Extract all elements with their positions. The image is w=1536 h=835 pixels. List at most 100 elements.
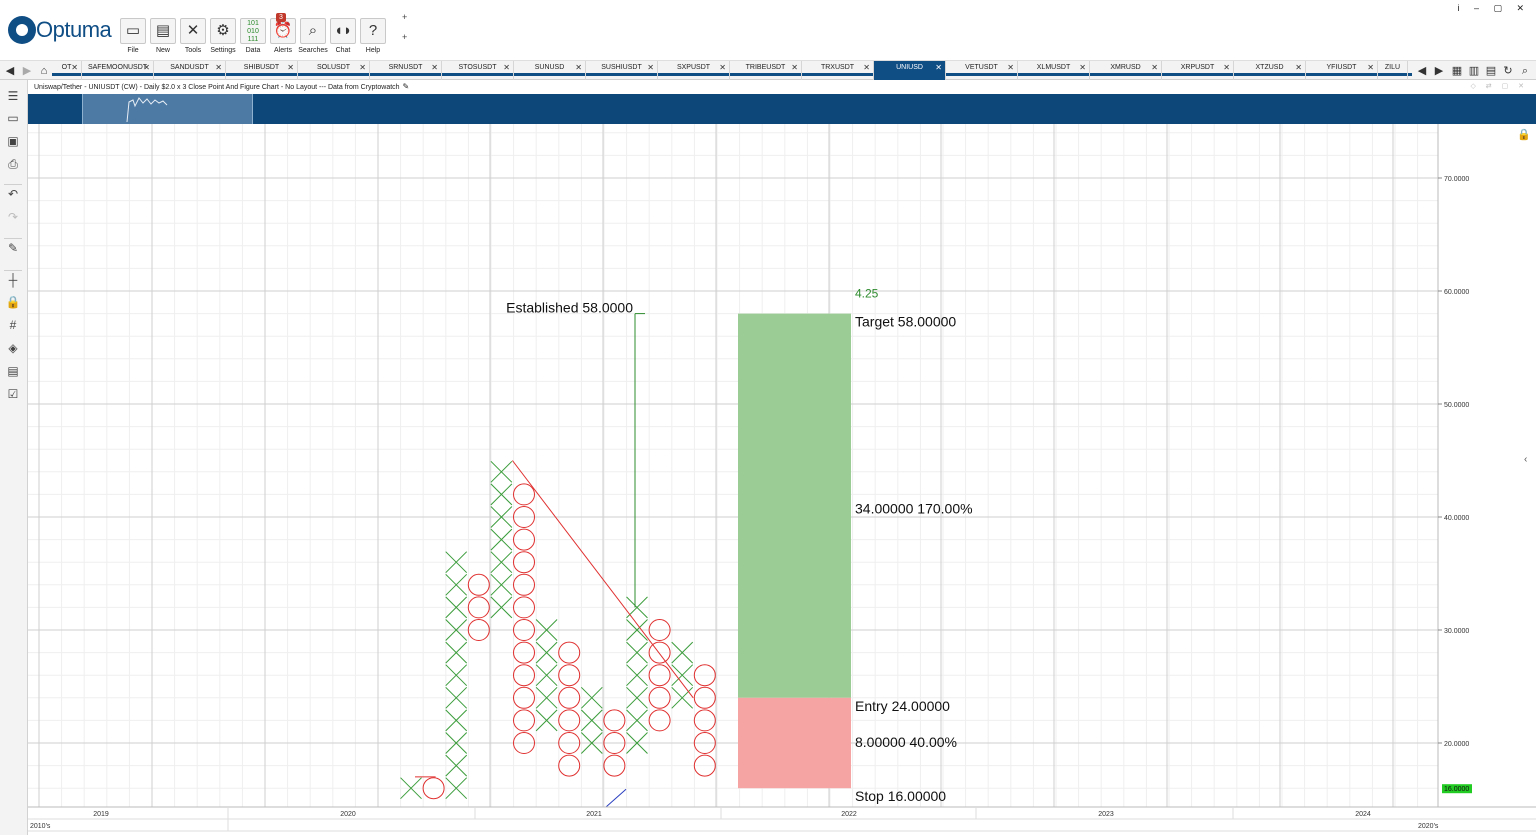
tab-sunusd[interactable]: SUNUSD ✕	[514, 61, 586, 80]
chart-canvas[interactable]: Established 58.0000 4.25 Target 58.00000 34…	[28, 124, 1536, 835]
lock-icon[interactable]: 🔒	[5, 295, 21, 309]
tab-xtzusd[interactable]: XTZUSD ✕	[1234, 61, 1306, 80]
tools-button-label: Tools	[184, 47, 202, 54]
x-mark-stroke	[671, 686, 694, 709]
searches-button[interactable]: ⌕ Searches	[298, 18, 328, 54]
add-toolbar-row-button[interactable]: +	[402, 12, 408, 22]
close-tab-icon[interactable]: ✕	[863, 63, 870, 72]
close-tab-icon[interactable]: ✕	[791, 63, 798, 72]
close-tab-icon[interactable]: ✕	[143, 63, 150, 72]
tab-trxusdt[interactable]: TRXUSDT ✕	[802, 61, 874, 80]
workbook-icon[interactable]: ☰	[7, 89, 19, 103]
o-mark	[603, 754, 626, 777]
chart-boxes	[738, 313, 851, 789]
save-icon[interactable]: ▣	[7, 134, 19, 148]
tab-solusdt[interactable]: SOLUSDT ✕	[298, 61, 370, 80]
add-toolbar-group-button[interactable]: +	[402, 32, 408, 42]
tab-zilu[interactable]: ZILU	[1378, 61, 1408, 80]
tabs-scroll-right-icon[interactable]: ▶	[1434, 65, 1444, 77]
data-button-label: Data	[245, 47, 261, 54]
x-mark	[490, 460, 513, 483]
settings-button[interactable]: ⚙ Settings	[209, 18, 237, 54]
close-tab-icon[interactable]: ✕	[1007, 63, 1014, 72]
tab-label: SRNUSDT	[388, 64, 423, 71]
print-icon[interactable]: ⎙	[8, 157, 18, 171]
tab-vetusdt[interactable]: VETUSDT ✕	[946, 61, 1018, 80]
close-tab-icon[interactable]: ✕	[1295, 63, 1302, 72]
edit-title-icon[interactable]: ✎	[402, 82, 410, 91]
grid-icon[interactable]: #	[9, 318, 17, 332]
tab-xmrusd[interactable]: XMRUSD ✕	[1090, 61, 1162, 80]
close-tab-icon[interactable]: ✕	[1223, 63, 1230, 72]
y-tick-label: 60.0000	[1444, 289, 1469, 296]
chart-navigator[interactable]	[28, 94, 1536, 124]
o-mark	[513, 709, 535, 732]
tab-sandusdt[interactable]: SANDUSDT ✕	[154, 61, 226, 80]
x-mark-stroke	[535, 709, 558, 732]
window-list-icon[interactable]: ▤	[1485, 65, 1497, 77]
chart-lock-icon[interactable]: 🔒	[1517, 128, 1531, 141]
tab-shibusdt[interactable]: SHIBUSDT ✕	[226, 61, 298, 80]
notes-icon[interactable]: ▤	[7, 364, 19, 378]
tab-uniusd[interactable]: UNIUSD ✕	[874, 61, 946, 80]
tab-sxpusdt[interactable]: SXPUSDT ✕	[658, 61, 730, 80]
open-folder-icon[interactable]: ▭	[7, 111, 19, 125]
close-tab-icon[interactable]: ✕	[719, 63, 726, 72]
tabs-scroll-left-icon[interactable]: ◀	[1417, 65, 1427, 77]
help-icon: ?	[360, 18, 386, 44]
close-tab-icon[interactable]: ✕	[359, 63, 366, 72]
tab-srnusdt[interactable]: SRNUSDT ✕	[370, 61, 442, 80]
crosshair-icon[interactable]: ┼	[4, 270, 22, 288]
checklist-icon[interactable]: ☑	[7, 387, 19, 401]
tab-xrpusdt[interactable]: XRPUSDT ✕	[1162, 61, 1234, 80]
close-tab-icon[interactable]: ✕	[935, 63, 942, 72]
y-tick-label: 70.0000	[1444, 176, 1469, 183]
close-tab-icon[interactable]: ✕	[1367, 63, 1374, 72]
tab-tribeusdt[interactable]: TRIBEUSDT ✕	[730, 61, 802, 80]
o-mark	[558, 686, 581, 709]
entry-label: Entry 24.00000	[855, 698, 950, 714]
close-tab-icon[interactable]: ✕	[647, 63, 654, 72]
tab-safemoonusdt[interactable]: SAFEMOONUSDT ✕	[82, 61, 154, 80]
chart-window-controls[interactable]: ◇ ⇄ ▢ ✕	[1470, 83, 1528, 90]
close-tab-icon[interactable]: ✕	[287, 63, 294, 72]
wrench-icon[interactable]: ✎	[4, 238, 22, 256]
point-and-figure-chart[interactable]: Established 58.0000 4.25 Target 58.00000 34…	[28, 124, 1536, 835]
alerts-button[interactable]: ⏰ 3 Alerts	[269, 13, 297, 54]
file-button[interactable]: ▭ File	[119, 18, 147, 54]
forward-arrow-icon[interactable]: ▶	[22, 65, 32, 77]
refresh-icon[interactable]: ↻	[1503, 65, 1513, 77]
layout-grid-icon[interactable]: ▦	[1451, 65, 1463, 77]
o-mark	[558, 732, 581, 754]
zoom-search-icon[interactable]: ⌕	[1521, 65, 1529, 77]
help-button[interactable]: ? Help	[359, 18, 387, 54]
close-tab-icon[interactable]: ✕	[215, 63, 222, 72]
tile-windows-icon[interactable]: ▥	[1468, 65, 1480, 77]
back-arrow-icon[interactable]: ◀	[5, 65, 15, 77]
redo-icon[interactable]: ↷	[7, 210, 19, 224]
close-tab-icon[interactable]: ✕	[575, 63, 582, 72]
close-tab-icon[interactable]: ✕	[431, 63, 438, 72]
window-controls[interactable]: i ‒ ▢ ✕	[1457, 3, 1530, 13]
target-zone	[738, 313, 851, 698]
tools-button[interactable]: ✕ Tools	[179, 18, 207, 54]
tab-sushiusdt[interactable]: SUSHIUSDT ✕	[586, 61, 658, 80]
home-icon[interactable]: ⌂	[40, 65, 48, 77]
close-tab-icon[interactable]: ✕	[1079, 63, 1086, 72]
undo-icon[interactable]: ↶	[4, 184, 22, 202]
x-decade-label: 2020's	[1418, 823, 1439, 830]
data-button[interactable]: 101 010 111 Data	[239, 18, 267, 54]
tab-ot[interactable]: OT ✕	[52, 61, 82, 80]
close-tab-icon[interactable]: ✕	[503, 63, 510, 72]
layers-icon[interactable]: ◈	[8, 341, 18, 355]
collapse-panel-icon[interactable]: ‹	[1524, 454, 1527, 465]
navigator-window[interactable]	[82, 94, 253, 124]
help-button-label: Help	[365, 47, 381, 54]
tab-stosusdt[interactable]: STOSUSDT ✕	[442, 61, 514, 80]
tab-yfiusdt[interactable]: YFIUSDT ✕	[1306, 61, 1378, 80]
tab-xlmusdt[interactable]: XLMUSDT ✕	[1018, 61, 1090, 80]
new-button[interactable]: ▤ New	[149, 18, 177, 54]
chat-button[interactable]: ◖◗ Chat	[329, 18, 357, 54]
close-tab-icon[interactable]: ✕	[1151, 63, 1158, 72]
close-tab-icon[interactable]: ✕	[71, 63, 78, 72]
